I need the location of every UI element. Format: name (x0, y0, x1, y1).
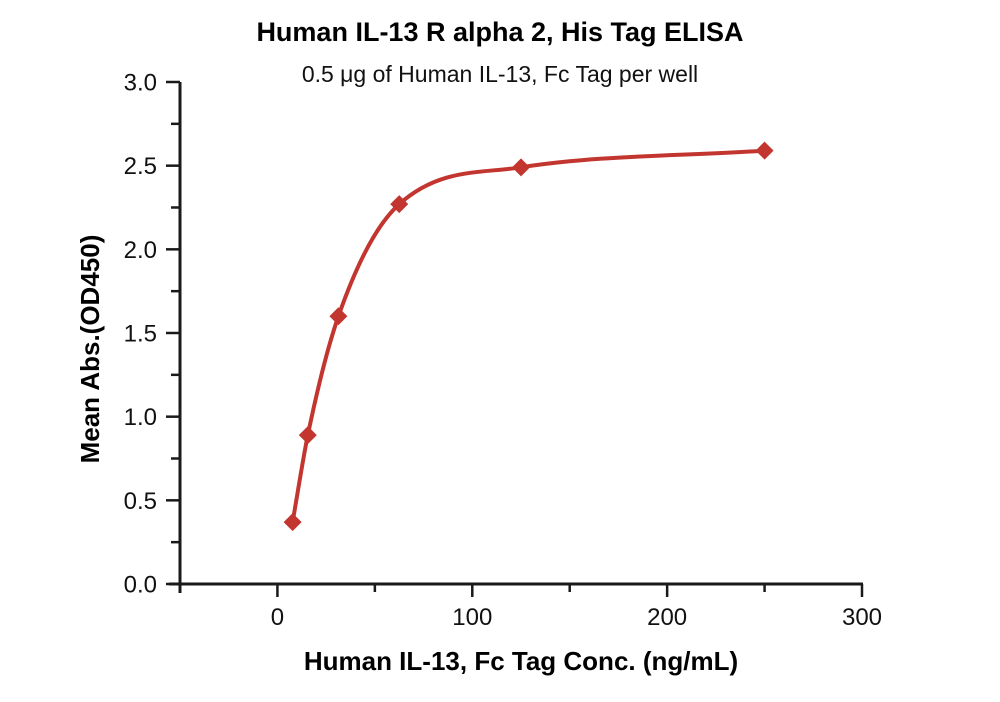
x-axis-label: Human IL-13, Fc Tag Conc. (ng/mL) (303, 646, 739, 676)
x-tick-label: 300 (842, 604, 882, 631)
y-tick-label: 0.5 (124, 488, 157, 515)
data-point (298, 426, 317, 445)
data-point (755, 141, 774, 160)
data-point (283, 513, 302, 532)
chart-title: Human IL-13 R alpha 2, His Tag ELISA (256, 17, 744, 47)
y-tick-label: 2.5 (124, 153, 157, 180)
y-tick-label: 1.5 (124, 321, 157, 348)
data-point (390, 195, 409, 214)
y-tick-label: 1.0 (124, 404, 157, 431)
y-tick-label: 3.0 (124, 70, 157, 97)
data-point (512, 158, 530, 177)
data-point (329, 307, 348, 326)
chart-subtitle: 0.5 μg of Human IL-13, Fc Tag per well (301, 61, 699, 87)
y-tick-label: 2.0 (124, 237, 157, 264)
y-tick-label: 0.0 (124, 572, 157, 599)
x-tick-label: 0 (271, 604, 284, 631)
fit-curve (290, 148, 767, 525)
x-tick-label: 200 (647, 604, 687, 631)
x-tick-label: 100 (452, 604, 492, 631)
